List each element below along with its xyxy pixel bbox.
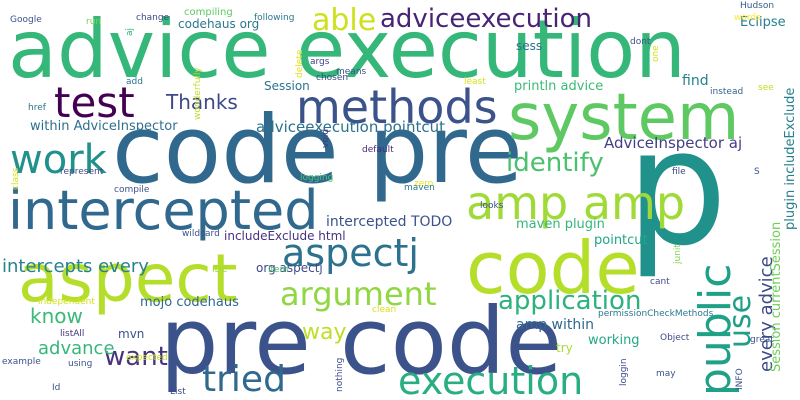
word: way <box>302 320 347 345</box>
word: sess <box>516 39 543 53</box>
word: run <box>86 17 102 27</box>
word: see <box>758 83 774 93</box>
word: item <box>268 265 289 275</box>
word: independent <box>38 297 95 307</box>
word: want <box>104 342 168 372</box>
word: advance <box>38 338 115 359</box>
word: List <box>170 387 186 397</box>
word: INFO <box>735 368 745 390</box>
word: class <box>11 167 21 190</box>
word: adviceexecution pointcut <box>256 118 445 136</box>
word: system <box>508 81 740 155</box>
word: href <box>28 103 46 113</box>
word: junit <box>673 244 683 264</box>
word: application <box>498 286 642 316</box>
word: know <box>30 304 83 328</box>
word: identify <box>506 148 604 178</box>
word: Google <box>10 15 42 25</box>
word: aspect <box>18 240 238 317</box>
word: compile <box>114 185 150 195</box>
word: represent <box>60 167 104 177</box>
word: pre code <box>160 288 562 395</box>
word: cant <box>650 277 670 287</box>
word: working <box>588 333 640 348</box>
word: amp amp <box>466 176 686 230</box>
word: within AdviceInspector <box>30 119 178 134</box>
word: expected <box>126 353 168 363</box>
word: following <box>254 13 295 23</box>
word: org aspectj <box>256 261 323 275</box>
word: plugin includeExclude <box>783 87 798 230</box>
word: find <box>682 73 709 89</box>
word: AdviceInspector aj <box>604 134 743 152</box>
word: zero <box>414 179 434 189</box>
word: Object <box>660 333 690 343</box>
word: delete <box>295 49 305 78</box>
word: words <box>734 13 761 23</box>
word: execution <box>398 359 584 400</box>
word: args <box>310 57 330 67</box>
word: file <box>672 167 686 177</box>
word: loggin <box>619 358 629 386</box>
word: amp within <box>516 317 595 333</box>
word: IDE <box>212 265 228 275</box>
word: p <box>626 94 728 281</box>
word: println advice <box>514 79 604 94</box>
word: codehaus org <box>178 17 260 31</box>
word: add <box>126 77 143 87</box>
word: intercepted TODO <box>326 214 453 230</box>
word: mojo codehaus <box>140 295 239 310</box>
word: great <box>750 335 774 345</box>
word: adviceexecution <box>380 4 593 34</box>
word: listAll <box>60 329 85 339</box>
word: code <box>466 226 640 310</box>
word: one <box>651 45 661 62</box>
word: Id <box>52 383 61 393</box>
word: dont <box>630 37 651 47</box>
word: intercepted <box>8 179 319 242</box>
word: looks <box>480 201 504 211</box>
word: methods <box>296 80 498 134</box>
word: intercepts every <box>2 256 149 277</box>
word: Session <box>264 79 310 93</box>
word: logging <box>300 173 334 183</box>
word: Session currentSession <box>769 221 784 372</box>
word: Eclipse <box>740 15 786 30</box>
word: permissionCheckMethods <box>598 309 714 319</box>
word: work <box>10 137 107 183</box>
word: able <box>312 3 377 38</box>
word: change <box>136 13 170 23</box>
word: may <box>656 369 676 379</box>
word: S <box>754 167 760 177</box>
word: means <box>336 67 367 77</box>
word: aspectj <box>282 231 419 275</box>
word: includeExclude html <box>224 229 346 243</box>
word: Thanks <box>166 90 238 114</box>
word: nothing <box>335 357 345 392</box>
word: aj <box>125 27 135 36</box>
word: chosen <box>316 73 349 83</box>
word: pointcut <box>594 233 648 248</box>
word: maven <box>404 183 435 193</box>
word: code pre <box>112 96 523 205</box>
word: instead <box>710 87 744 97</box>
word: try <box>556 341 573 355</box>
word: argument <box>280 275 437 313</box>
word: tried <box>202 359 286 400</box>
word: test <box>54 78 135 127</box>
word: least <box>464 77 486 87</box>
word: using <box>68 359 93 369</box>
word: wildcard <box>182 229 220 239</box>
word: maven plugin <box>516 217 605 232</box>
word: default <box>362 145 394 155</box>
word: Hudson <box>740 1 775 11</box>
word: advice execution <box>8 3 686 96</box>
word: mvn <box>118 327 145 341</box>
word: clean <box>372 305 397 315</box>
word: compiling <box>184 7 233 18</box>
word: wonderfully <box>193 67 203 120</box>
word: void <box>321 128 331 148</box>
word: example <box>2 357 41 367</box>
